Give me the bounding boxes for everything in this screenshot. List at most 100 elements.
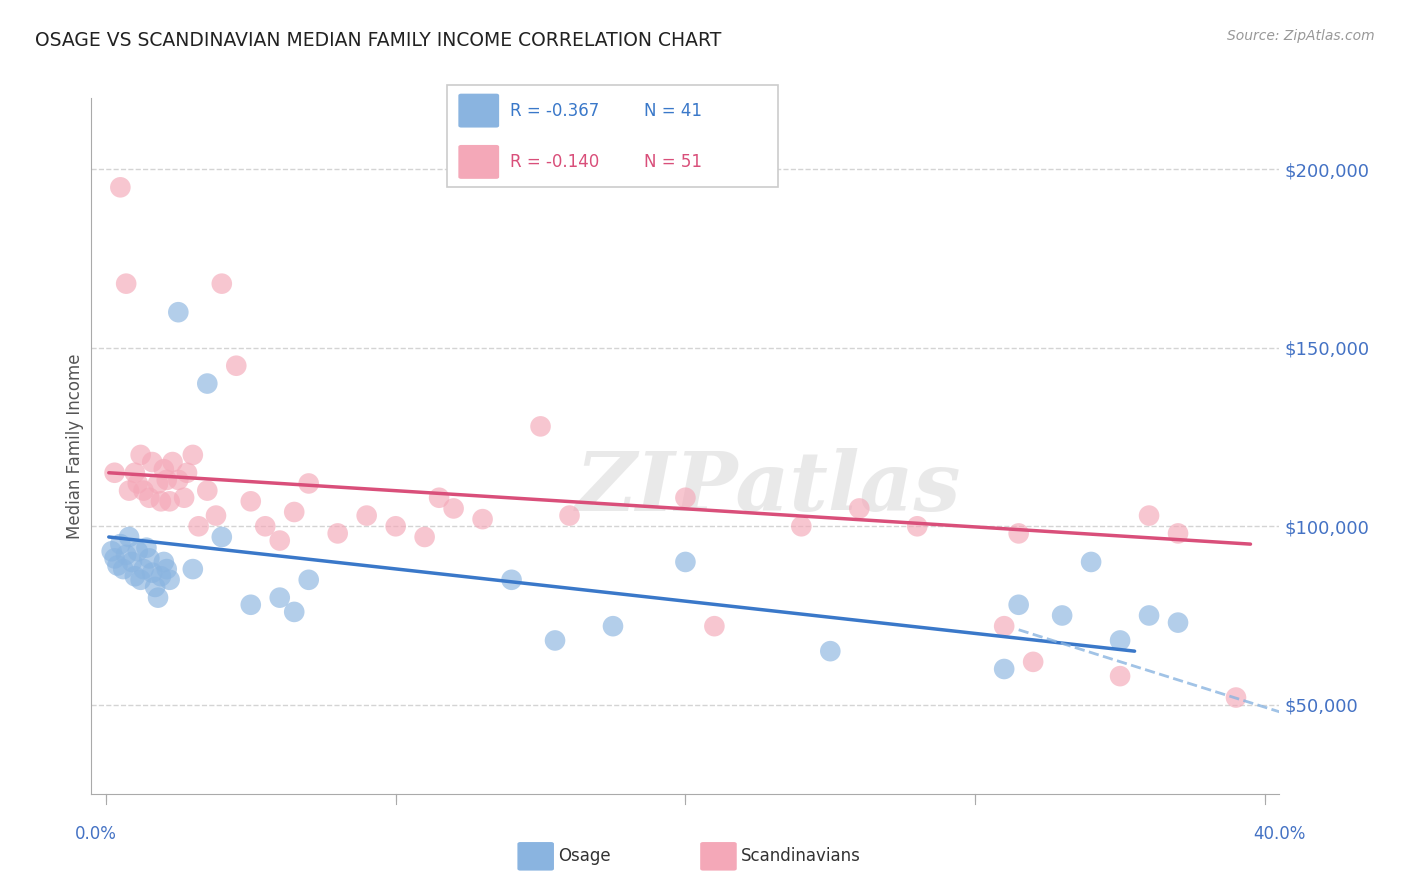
Point [384, 519, 406, 533]
Point [905, 519, 928, 533]
Point [110, 537, 132, 551]
Text: R = -0.140: R = -0.140 [510, 153, 599, 171]
Point [1137, 608, 1160, 623]
Point [129, 448, 152, 462]
Text: OSAGE VS SCANDINAVIAN MEDIAN FAMILY INCOME CORRELATION CHART: OSAGE VS SCANDINAVIAN MEDIAN FAMILY INCO… [35, 31, 721, 50]
Point [1080, 555, 1102, 569]
Text: ZIPatlas: ZIPatlas [576, 448, 962, 528]
Point [427, 491, 450, 505]
Point [115, 277, 138, 291]
Point [153, 555, 176, 569]
Point [132, 483, 155, 498]
Point [110, 180, 132, 194]
Point [124, 466, 146, 480]
Point [153, 462, 176, 476]
Point [141, 455, 163, 469]
Y-axis label: Median Family Income: Median Family Income [66, 353, 84, 539]
Point [162, 455, 184, 469]
Point [173, 491, 195, 505]
Point [129, 573, 152, 587]
Text: 0.0%: 0.0% [75, 825, 117, 843]
Point [187, 519, 209, 533]
Point [143, 580, 166, 594]
Point [356, 508, 378, 523]
Text: N = 51: N = 51 [644, 153, 702, 171]
Point [471, 512, 494, 526]
Point [239, 598, 262, 612]
Point [1167, 615, 1189, 630]
Point [103, 466, 125, 480]
Point [298, 573, 321, 587]
Point [993, 619, 1015, 633]
Point [181, 448, 204, 462]
Point [211, 277, 233, 291]
Point [443, 501, 465, 516]
Point [673, 555, 696, 569]
Point [195, 483, 218, 498]
Point [1109, 633, 1132, 648]
Point [602, 619, 624, 633]
Point [176, 466, 198, 480]
Point [135, 541, 157, 555]
Point [156, 473, 179, 487]
Point [146, 476, 169, 491]
Point [115, 548, 138, 562]
Point [159, 494, 181, 508]
Point [127, 544, 149, 558]
Point [558, 508, 581, 523]
Point [211, 530, 233, 544]
Point [269, 533, 291, 548]
Point [132, 562, 155, 576]
Point [544, 633, 567, 648]
Point [121, 555, 143, 569]
Point [1008, 526, 1031, 541]
Point [298, 476, 321, 491]
Point [1225, 690, 1247, 705]
Point [149, 569, 172, 583]
Point [283, 505, 305, 519]
Point [326, 526, 349, 541]
Point [239, 494, 262, 508]
Point [1109, 669, 1132, 683]
Point [138, 491, 160, 505]
Point [103, 551, 125, 566]
Text: R = -0.367: R = -0.367 [510, 102, 599, 120]
Point [501, 573, 523, 587]
Text: 40.0%: 40.0% [1253, 825, 1306, 843]
Point [112, 562, 135, 576]
Point [181, 562, 204, 576]
Point [820, 644, 842, 658]
Point [790, 519, 813, 533]
Text: Osage: Osage [558, 847, 610, 865]
Point [107, 558, 129, 573]
Point [118, 483, 141, 498]
Point [138, 551, 160, 566]
Point [156, 562, 179, 576]
Point [269, 591, 291, 605]
Point [225, 359, 247, 373]
Point [159, 573, 181, 587]
Point [146, 591, 169, 605]
Point [205, 508, 228, 523]
Point [1022, 655, 1045, 669]
Point [1137, 508, 1160, 523]
Point [167, 305, 190, 319]
Point [167, 473, 190, 487]
Text: Scandinavians: Scandinavians [741, 847, 860, 865]
Point [529, 419, 551, 434]
Point [848, 501, 870, 516]
Point [993, 662, 1015, 676]
Text: N = 41: N = 41 [644, 102, 702, 120]
Point [254, 519, 277, 533]
Point [413, 530, 436, 544]
Point [1050, 608, 1073, 623]
Point [100, 544, 122, 558]
Point [124, 569, 146, 583]
Point [283, 605, 305, 619]
Point [703, 619, 725, 633]
Point [673, 491, 696, 505]
Point [1008, 598, 1031, 612]
Point [149, 494, 172, 508]
Text: Source: ZipAtlas.com: Source: ZipAtlas.com [1227, 29, 1375, 43]
Point [118, 530, 141, 544]
